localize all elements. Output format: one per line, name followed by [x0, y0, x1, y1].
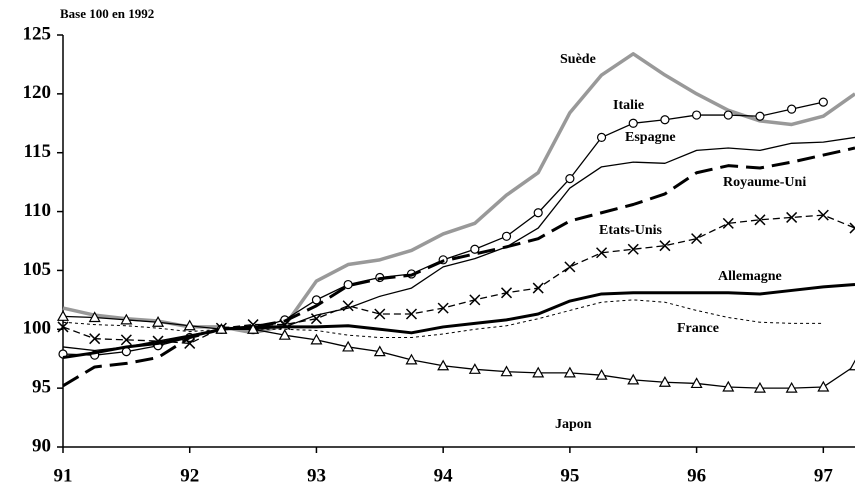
marker: [848, 359, 855, 371]
marker: [754, 214, 766, 226]
marker: [470, 244, 480, 254]
marker: [247, 323, 260, 334]
marker: [501, 231, 512, 241]
series-line: [62, 315, 855, 389]
series-line: [62, 101, 824, 356]
marker: [596, 132, 607, 143]
marker: [437, 359, 450, 371]
marker: [722, 380, 735, 392]
marker: [152, 315, 165, 327]
marker: [342, 300, 354, 312]
series-label: Japon: [555, 417, 592, 432]
marker: [690, 377, 703, 389]
marker: [56, 310, 70, 321]
series-label: Suède: [560, 52, 596, 67]
marker: [564, 261, 576, 273]
marker: [120, 334, 132, 346]
marker: [184, 337, 196, 349]
marker: [785, 381, 798, 393]
marker: [628, 118, 638, 128]
marker: [691, 233, 703, 245]
marker: [343, 279, 353, 290]
marker: [565, 174, 575, 184]
y-tick-label: 105: [23, 259, 52, 280]
series-label: Allemagne: [718, 269, 782, 284]
x-tick-label: 97: [814, 465, 834, 486]
marker: [722, 217, 734, 229]
marker: [311, 295, 322, 305]
marker: [310, 333, 323, 345]
marker: [373, 345, 386, 357]
marker: [627, 243, 639, 255]
marker: [278, 328, 291, 340]
marker: [468, 363, 481, 374]
marker: [691, 110, 702, 120]
marker: [817, 209, 829, 221]
marker: [342, 340, 355, 352]
x-tick-label: 96: [687, 465, 706, 486]
marker: [786, 211, 798, 223]
series-line: [62, 299, 824, 339]
series-label: Italie: [613, 98, 644, 113]
y-tick-label: 100: [23, 318, 52, 339]
marker: [310, 313, 322, 325]
y-tick-label: 95: [32, 377, 51, 398]
y-tick-label: 110: [24, 200, 51, 221]
y-tick-label: 90: [32, 435, 51, 456]
marker: [532, 366, 545, 378]
series-label: Espagne: [625, 130, 676, 145]
marker: [215, 323, 228, 334]
marker: [723, 110, 733, 120]
marker: [753, 381, 766, 393]
marker: [660, 115, 670, 125]
marker: [89, 333, 101, 345]
x-tick-label: 92: [180, 465, 199, 486]
series-line: [62, 283, 855, 360]
marker: [500, 287, 513, 299]
marker: [849, 222, 855, 234]
plot: [56, 52, 855, 393]
marker: [787, 104, 797, 114]
marker: [818, 97, 828, 107]
marker: [532, 282, 544, 294]
marker: [183, 319, 196, 331]
marker: [563, 366, 576, 378]
marker: [595, 368, 608, 380]
x-tick-label: 93: [307, 465, 326, 486]
x-tick-label: 95: [560, 465, 579, 486]
marker: [659, 240, 671, 252]
marker: [437, 302, 449, 314]
subtitle: Base 100 en 1992: [60, 6, 154, 21]
series-label: Etats-Unis: [599, 223, 663, 238]
marker: [469, 294, 481, 306]
marker: [374, 308, 386, 320]
series-label: Royaume-Uni: [723, 175, 806, 190]
y-tick-label: 125: [23, 23, 52, 44]
marker: [500, 365, 513, 377]
x-tick-label: 94: [434, 465, 454, 486]
y-tick-label: 115: [24, 141, 51, 162]
x-tick-label: 91: [54, 465, 73, 486]
series-label: France: [677, 321, 719, 336]
marker: [817, 380, 830, 392]
marker: [755, 111, 765, 121]
marker: [120, 313, 133, 325]
marker: [405, 308, 418, 320]
y-tick-label: 120: [23, 82, 52, 103]
marker: [405, 353, 418, 365]
series-line: [62, 214, 855, 345]
marker: [57, 321, 69, 333]
series-line: [62, 52, 855, 335]
marker: [596, 247, 608, 259]
marker: [88, 311, 101, 323]
marker: [533, 208, 543, 218]
marker: [658, 376, 671, 387]
marker: [627, 373, 640, 385]
